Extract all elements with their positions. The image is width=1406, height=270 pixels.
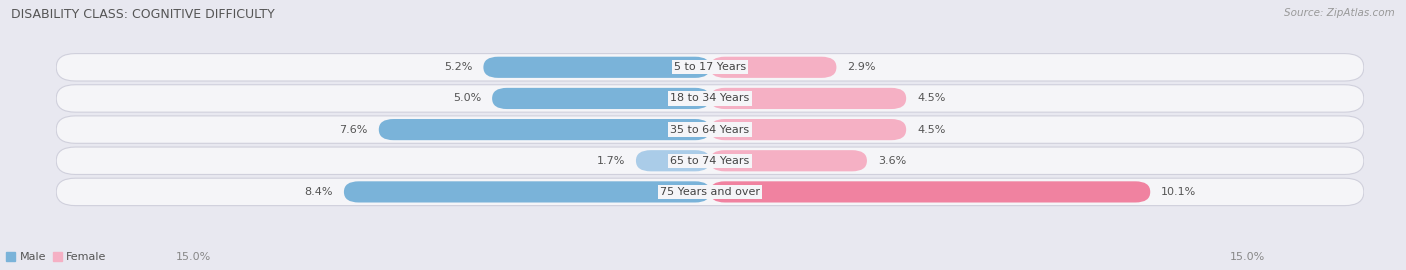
Text: 65 to 74 Years: 65 to 74 Years — [671, 156, 749, 166]
FancyBboxPatch shape — [56, 178, 1364, 206]
Text: 15.0%: 15.0% — [1230, 252, 1265, 262]
FancyBboxPatch shape — [484, 57, 710, 78]
FancyBboxPatch shape — [56, 116, 1364, 143]
FancyBboxPatch shape — [344, 181, 710, 202]
Text: 35 to 64 Years: 35 to 64 Years — [671, 124, 749, 135]
FancyBboxPatch shape — [56, 147, 1364, 174]
Text: 1.7%: 1.7% — [596, 156, 626, 166]
Text: 2.9%: 2.9% — [848, 62, 876, 72]
Text: Source: ZipAtlas.com: Source: ZipAtlas.com — [1284, 8, 1395, 18]
Text: 5.0%: 5.0% — [453, 93, 481, 103]
Text: 5 to 17 Years: 5 to 17 Years — [673, 62, 747, 72]
Text: 4.5%: 4.5% — [917, 124, 945, 135]
Legend: Male, Female: Male, Female — [1, 248, 111, 266]
FancyBboxPatch shape — [378, 119, 710, 140]
FancyBboxPatch shape — [710, 181, 1150, 202]
Text: 10.1%: 10.1% — [1161, 187, 1197, 197]
Text: 8.4%: 8.4% — [305, 187, 333, 197]
Text: 3.6%: 3.6% — [877, 156, 905, 166]
FancyBboxPatch shape — [710, 150, 868, 171]
Text: DISABILITY CLASS: COGNITIVE DIFFICULTY: DISABILITY CLASS: COGNITIVE DIFFICULTY — [11, 8, 276, 21]
Text: 18 to 34 Years: 18 to 34 Years — [671, 93, 749, 103]
Text: 5.2%: 5.2% — [444, 62, 472, 72]
Text: 7.6%: 7.6% — [339, 124, 368, 135]
FancyBboxPatch shape — [56, 53, 1364, 81]
FancyBboxPatch shape — [710, 119, 905, 140]
FancyBboxPatch shape — [636, 150, 710, 171]
FancyBboxPatch shape — [710, 88, 905, 109]
Text: 4.5%: 4.5% — [917, 93, 945, 103]
Text: 75 Years and over: 75 Years and over — [659, 187, 761, 197]
FancyBboxPatch shape — [492, 88, 710, 109]
FancyBboxPatch shape — [56, 85, 1364, 112]
Text: 15.0%: 15.0% — [176, 252, 211, 262]
FancyBboxPatch shape — [710, 57, 837, 78]
